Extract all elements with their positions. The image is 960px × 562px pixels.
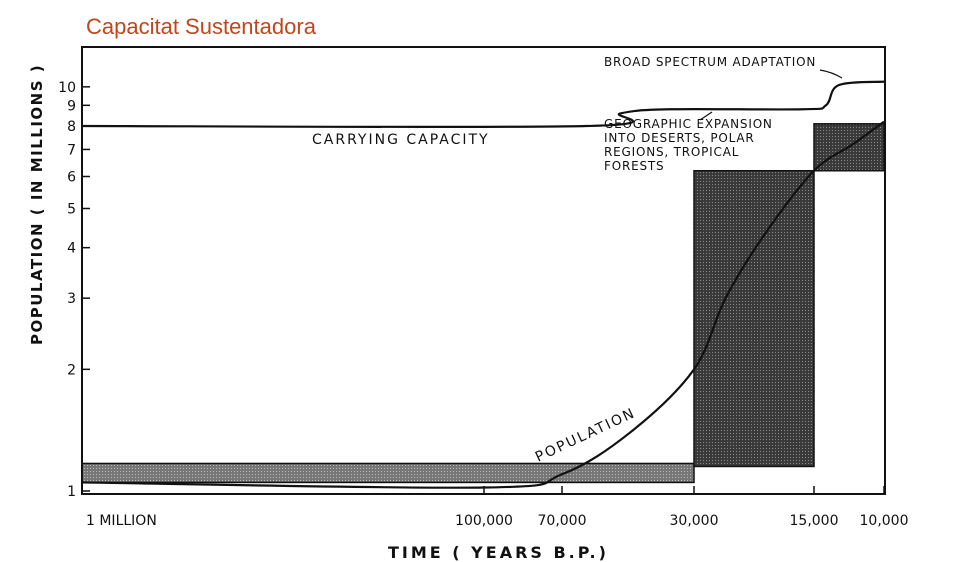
- annotation-broad: BROAD SPECTRUM ADAPTATION: [604, 55, 816, 69]
- y-tick-label: 6: [67, 169, 76, 185]
- x-tick-label: 1 MILLION: [86, 513, 157, 529]
- x-tick-label: 10,000: [860, 513, 909, 529]
- x-axis-ticks: 1 MILLION 100,000 70,000 30,000 15,000 10,000: [81, 486, 909, 529]
- y-tick-label: 8: [67, 119, 76, 135]
- page-title: Capacitat Sustentadora: [86, 14, 316, 39]
- y-tick-label: 2: [67, 362, 76, 378]
- annotation-geo: REGIONS, TROPICAL: [604, 145, 739, 159]
- shaded-block-0: [81, 462, 695, 484]
- annotation-cc: CARRYING CAPACITY: [312, 132, 490, 148]
- annotation-geo: INTO DESERTS, POLAR: [604, 131, 755, 145]
- x-axis-label: TIME ( YEARS B.P.): [388, 543, 609, 562]
- series-lines: [81, 80, 885, 489]
- y-tick-label: 5: [67, 201, 76, 217]
- annotation-geo: GEOGRAPHIC EXPANSION: [604, 117, 773, 131]
- y-tick-label: 3: [67, 291, 76, 307]
- x-tick-label: 30,000: [670, 513, 719, 529]
- x-tick-label: 15,000: [790, 513, 839, 529]
- x-tick-label: 100,000: [455, 513, 513, 529]
- y-axis-ticks: 1 2 3 4 5 6 7 8 9 10: [58, 80, 90, 500]
- y-tick-label: 7: [67, 142, 76, 158]
- carrying-capacity-line: [81, 80, 885, 129]
- population-line: [81, 120, 885, 489]
- broad-arrow: [819, 69, 843, 79]
- y-tick-label: 10: [58, 80, 76, 96]
- geo-arrow: [699, 111, 713, 121]
- y-tick-label: 4: [67, 241, 76, 257]
- annotation-pop: POPULATION: [533, 405, 638, 466]
- y-tick-label: 9: [67, 98, 76, 114]
- annotation-geo: FORESTS: [604, 159, 664, 173]
- x-tick-label: 70,000: [538, 513, 587, 529]
- y-axis-label: POPULATION ( IN MILLIONS ): [28, 64, 46, 345]
- shaded-block-1: [693, 169, 815, 468]
- y-tick-label: 1: [67, 484, 76, 500]
- shaded-blocks: [81, 123, 885, 484]
